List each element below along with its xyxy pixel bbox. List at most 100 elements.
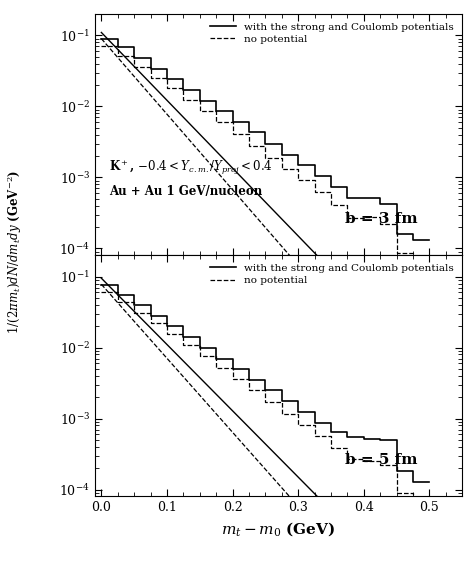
no potential (148, 63, 154, 70)
with the strong and Coulomb potentials (213, 98, 219, 104)
with the strong and Coulomb potentials (148, 65, 154, 72)
with the strong and Coulomb potentials (394, 201, 400, 208)
no potential (377, 462, 383, 468)
no potential (213, 107, 219, 114)
with the strong and Coulomb potentials (345, 434, 350, 440)
no potential (410, 490, 416, 496)
Text: b = 5 fm: b = 5 fm (345, 453, 417, 467)
X-axis label: $m_t-m_0$ (GeV): $m_t-m_0$ (GeV) (221, 520, 336, 537)
no potential (312, 421, 318, 428)
with the strong and Coulomb potentials (230, 118, 236, 125)
no potential (295, 410, 301, 417)
with the strong and Coulomb potentials (197, 98, 202, 104)
no potential (148, 309, 154, 316)
no potential (295, 421, 301, 428)
with the strong and Coulomb potentials (197, 344, 202, 351)
with the strong and Coulomb potentials (213, 344, 219, 351)
no potential (197, 107, 202, 114)
with the strong and Coulomb potentials (279, 151, 284, 158)
with the strong and Coulomb potentials (427, 237, 432, 243)
with the strong and Coulomb potentials (312, 420, 318, 426)
no potential (164, 85, 170, 91)
no potential (427, 498, 432, 505)
no potential (345, 214, 350, 221)
with the strong and Coulomb potentials (164, 323, 170, 330)
no potential (115, 42, 120, 49)
no potential (230, 365, 236, 371)
with the strong and Coulomb potentials (131, 44, 137, 50)
no potential (427, 258, 432, 265)
no potential (263, 399, 268, 406)
with the strong and Coulomb potentials (131, 291, 137, 298)
Legend: with the strong and Coulomb potentials, no potential: with the strong and Coulomb potentials, … (207, 19, 457, 47)
with the strong and Coulomb potentials (345, 429, 350, 435)
with the strong and Coulomb potentials (312, 409, 318, 416)
with the strong and Coulomb potentials (377, 435, 383, 442)
no potential (361, 458, 366, 465)
Text: K$^+$, $-0.4<Y_{c.m.}/Y_{proj}<0.4$: K$^+$, $-0.4<Y_{c.m.}/Y_{proj}<0.4$ (109, 158, 273, 177)
no potential (377, 213, 383, 220)
with the strong and Coulomb potentials (345, 183, 350, 190)
no potential (328, 188, 334, 195)
no potential (131, 63, 137, 70)
no potential (279, 165, 284, 172)
with the strong and Coulomb potentials (164, 65, 170, 72)
no potential (246, 142, 252, 149)
with the strong and Coulomb potentials (295, 409, 301, 416)
with the strong and Coulomb potentials (230, 108, 236, 114)
Text: b = 3 fm: b = 3 fm (345, 212, 417, 226)
no potential (230, 131, 236, 137)
with the strong and Coulomb potentials (394, 436, 400, 443)
no potential (230, 376, 236, 383)
no potential (99, 288, 104, 295)
with the strong and Coulomb potentials (213, 355, 219, 362)
no potential (181, 96, 186, 103)
with the strong and Coulomb potentials (115, 44, 120, 50)
with the strong and Coulomb potentials (328, 173, 334, 180)
no potential (312, 433, 318, 439)
no potential (361, 456, 366, 462)
no potential (263, 387, 268, 394)
no potential (115, 288, 120, 295)
no potential (279, 410, 284, 417)
with the strong and Coulomb potentials (361, 195, 366, 201)
no potential (394, 490, 400, 496)
with the strong and Coulomb potentials (181, 86, 186, 93)
no potential (377, 220, 383, 227)
no potential (115, 298, 120, 305)
no potential (328, 444, 334, 451)
no potential (279, 154, 284, 161)
with the strong and Coulomb potentials (164, 312, 170, 319)
with the strong and Coulomb potentials (279, 387, 284, 394)
with the strong and Coulomb potentials (361, 194, 366, 201)
no potential (164, 320, 170, 327)
with the strong and Coulomb potentials (246, 376, 252, 383)
no potential (148, 75, 154, 81)
with the strong and Coulomb potentials (377, 194, 383, 201)
with the strong and Coulomb potentials (131, 301, 137, 308)
with the strong and Coulomb potentials (181, 334, 186, 341)
with the strong and Coulomb potentials (181, 76, 186, 83)
with the strong and Coulomb potentials (230, 355, 236, 362)
Legend: with the strong and Coulomb potentials, no potential: with the strong and Coulomb potentials, … (207, 260, 457, 288)
no potential (246, 131, 252, 137)
no potential (410, 250, 416, 257)
no potential (312, 177, 318, 183)
no potential (345, 201, 350, 208)
with the strong and Coulomb potentials (246, 366, 252, 373)
with the strong and Coulomb potentials (410, 478, 416, 485)
no potential (213, 365, 219, 371)
with the strong and Coulomb potentials (345, 195, 350, 201)
with the strong and Coulomb potentials (263, 140, 268, 147)
with the strong and Coulomb potentials (312, 173, 318, 180)
with the strong and Coulomb potentials (115, 282, 120, 289)
with the strong and Coulomb potentials (148, 312, 154, 319)
with the strong and Coulomb potentials (99, 282, 104, 289)
Line: no potential: no potential (101, 292, 429, 502)
with the strong and Coulomb potentials (263, 129, 268, 136)
no potential (131, 298, 137, 305)
with the strong and Coulomb potentials (263, 376, 268, 383)
Line: no potential: no potential (101, 45, 429, 261)
no potential (345, 444, 350, 451)
no potential (377, 458, 383, 465)
